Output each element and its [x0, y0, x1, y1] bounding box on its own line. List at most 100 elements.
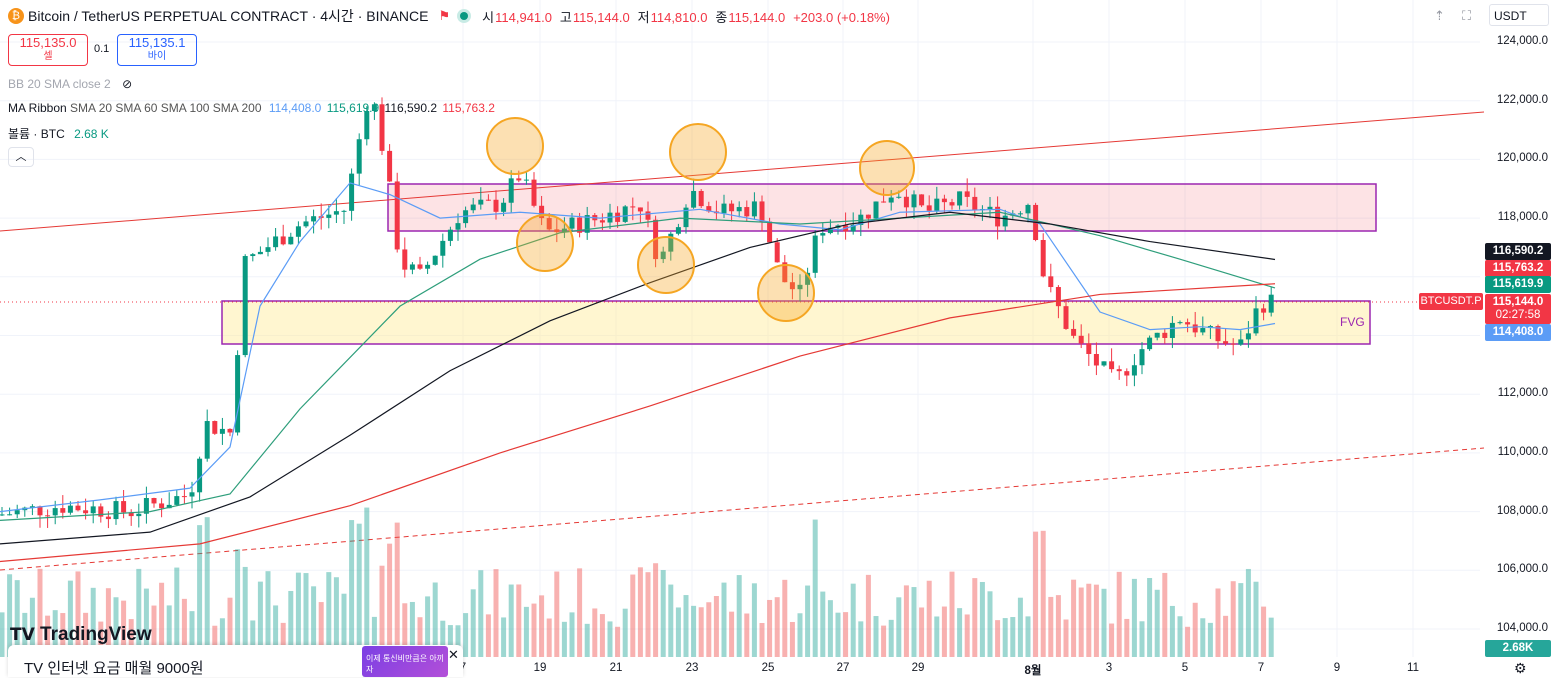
volume-bar [356, 523, 362, 657]
candle-body [425, 264, 431, 269]
sell-button[interactable]: 115,135.0 셀 [8, 34, 88, 66]
volume-bar [668, 584, 674, 657]
date-axis-label: 9 [1333, 662, 1341, 674]
symbol-title[interactable]: Bitcoin / TetherUS PERPETUAL CONTRACT · … [28, 8, 429, 24]
candle-body [485, 199, 491, 201]
candle-body [1261, 308, 1267, 313]
candle-body [121, 501, 127, 513]
candle-body [7, 514, 13, 516]
volume-bar [1002, 618, 1008, 657]
candle-body [1048, 276, 1054, 288]
volume-bar [14, 580, 20, 657]
volume-legend[interactable]: 볼륨 · BTC 2.68 K [8, 127, 109, 141]
volume-tag: 2.68K [1485, 640, 1551, 657]
bb-legend[interactable]: BB 20 SMA close 2 ⊘ [8, 77, 133, 91]
volume-bar [1215, 588, 1221, 657]
candle-body [767, 221, 773, 243]
arrow-up-icon[interactable]: ⇡ [1434, 8, 1445, 23]
tradingview-logo[interactable]: 𝗧𝗩 TradingView [10, 624, 152, 645]
price-axis-label: 108,000.0 [1496, 504, 1548, 517]
date-axis-label: 8월 [1024, 665, 1042, 677]
collapse-legend-button[interactable]: ︿ [8, 147, 34, 167]
date-axis-label: 23 [685, 662, 699, 674]
ohlc-values: 시114,941.0 고115,144.0 저114,810.0 종115,14… [482, 9, 890, 25]
candle-body [52, 508, 58, 516]
candle-body [873, 201, 879, 219]
volume-bar [22, 612, 28, 657]
ad-banner[interactable]: TV 인터넷 요금 매월 9000원 이제 통신비만큼은 아끼자 ✕ [8, 645, 463, 677]
volume-bar [52, 610, 58, 657]
volume-bar [493, 569, 499, 657]
fullscreen-icon[interactable]: ⛶ [1462, 8, 1472, 23]
volume-bar [1101, 588, 1107, 657]
currency-selector[interactable]: USDT [1489, 4, 1549, 26]
candle-body [159, 503, 165, 509]
volume-bar [1124, 618, 1130, 657]
volume-bar [136, 568, 142, 657]
ma100-line [0, 211, 1276, 545]
price-tag: 114,408.0 [1485, 324, 1551, 341]
volume-bar [675, 607, 681, 657]
candle-body [1253, 308, 1259, 334]
volume-bar [1055, 595, 1061, 657]
candle-body [516, 178, 522, 181]
candle-body [29, 506, 35, 508]
volume-bar [782, 579, 788, 657]
candle-body [751, 201, 757, 217]
volume-bar [1040, 530, 1046, 657]
candle-body [303, 221, 309, 227]
candle-body [1040, 239, 1046, 277]
flag-icon[interactable]: ⚑ [438, 8, 451, 23]
date-axis-label: 5 [1181, 662, 1189, 674]
candle-body [1238, 339, 1244, 345]
price-axis-label: 104,000.0 [1496, 622, 1548, 634]
volume-bar [1131, 578, 1137, 657]
ad-image[interactable]: 이제 통신비만큼은 아끼자 [362, 646, 448, 677]
candle-body [774, 242, 780, 263]
volume-bar [1169, 605, 1175, 657]
volume-bar [1017, 597, 1023, 657]
volume-bar [1071, 579, 1077, 657]
price-tag: 116,590.2 [1485, 243, 1551, 260]
volume-bar [789, 621, 795, 657]
upper-trendline [0, 111, 1485, 232]
candle-body [668, 233, 674, 252]
candle-body [197, 458, 203, 493]
candle-body [820, 233, 826, 236]
candle-body [181, 496, 187, 498]
candle-body [508, 178, 514, 203]
ad-text[interactable]: TV 인터넷 요금 매월 9000원 [24, 660, 204, 677]
ma-ribbon-legend[interactable]: MA Ribbon SMA 20 SMA 60 SMA 100 SMA 200 … [8, 101, 495, 115]
volume-bar [1147, 578, 1153, 657]
volume-bar [713, 596, 719, 657]
candle-body [257, 251, 263, 255]
candle-body [630, 206, 636, 208]
candle-body [1200, 328, 1206, 333]
price-axis-label: 112,000.0 [1497, 387, 1548, 400]
buy-button[interactable]: 115,135.1 바이 [117, 34, 197, 66]
candle-body [409, 264, 415, 270]
volume-bar [387, 543, 393, 657]
candle-body [333, 211, 339, 215]
candle-body [729, 203, 735, 212]
volume-bar [1230, 581, 1236, 657]
volume-bar [242, 566, 248, 657]
volume-bar [979, 581, 985, 657]
settings-icon[interactable]: ⚙ [1514, 660, 1527, 676]
candle-body [295, 226, 301, 237]
candle-body [1185, 322, 1191, 325]
candle-body [911, 194, 917, 208]
candle-body [37, 506, 43, 516]
ad-close-icon[interactable]: ✕ [448, 647, 459, 662]
candle-body [14, 510, 20, 515]
candle-body [1154, 332, 1160, 338]
candle-body [356, 139, 362, 174]
candle-body [1192, 324, 1198, 333]
hidden-eye-icon[interactable]: ⊘ [122, 77, 133, 91]
candle-body [691, 190, 697, 208]
volume-bar [508, 584, 514, 657]
candle-body [371, 104, 377, 112]
market-status-icon [460, 12, 469, 20]
candle-body [964, 191, 970, 197]
